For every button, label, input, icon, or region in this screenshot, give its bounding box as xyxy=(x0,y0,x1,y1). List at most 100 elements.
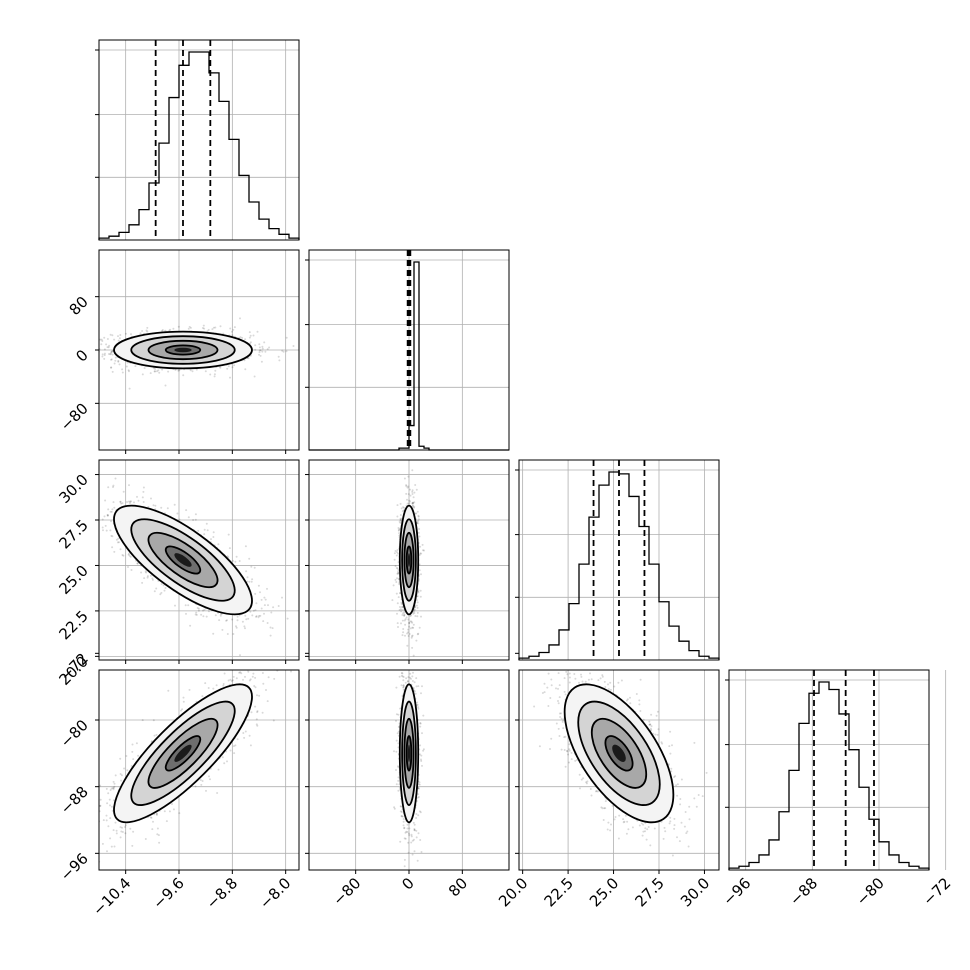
scatter-point xyxy=(264,598,267,601)
scatter-point xyxy=(112,501,115,504)
scatter-point xyxy=(233,364,236,367)
scatter-point xyxy=(281,596,283,599)
scatter-point xyxy=(244,627,246,630)
scatter-point xyxy=(153,590,156,593)
scatter-point xyxy=(413,612,416,614)
scatter-point xyxy=(281,349,284,352)
scatter-point xyxy=(415,604,418,607)
scatter-point xyxy=(113,338,116,341)
scatter-point xyxy=(411,502,414,505)
scatter-point xyxy=(258,349,261,352)
scatter-point xyxy=(106,513,109,516)
scatter-point xyxy=(107,346,110,349)
scatter-point xyxy=(114,359,117,362)
scatter-point xyxy=(71,368,73,370)
scatter-point xyxy=(397,529,400,532)
scatter-point xyxy=(127,369,130,372)
scatter-point xyxy=(270,611,273,614)
scatter-point xyxy=(416,615,419,618)
scatter-point xyxy=(189,624,192,627)
scatter-point xyxy=(129,500,132,503)
density-peak xyxy=(407,553,411,567)
scatter-point xyxy=(400,507,403,510)
scatter-point xyxy=(161,329,163,332)
scatter-point xyxy=(137,499,140,502)
scatter-point xyxy=(188,325,191,328)
scatter-point xyxy=(139,332,142,335)
scatter-point xyxy=(413,608,416,611)
scatter-point xyxy=(154,368,157,370)
scatter-point xyxy=(187,604,190,607)
scatter-point xyxy=(221,628,224,631)
scatter-point xyxy=(412,626,415,629)
scatter-point xyxy=(111,546,114,549)
scatter-point xyxy=(235,555,238,558)
scatter-point xyxy=(212,632,215,635)
scatter-point xyxy=(403,506,406,509)
scatter-point xyxy=(152,367,155,370)
scatter-point xyxy=(272,606,275,609)
scatter-point xyxy=(417,591,420,594)
scatter-point xyxy=(101,355,104,358)
hist-panel-p1-frame xyxy=(308,249,510,451)
scatter-point xyxy=(412,504,414,507)
scatter-point xyxy=(226,619,228,622)
scatter-point xyxy=(247,357,250,360)
scatter-point xyxy=(90,350,92,352)
scatter-point xyxy=(259,349,262,352)
scatter-point xyxy=(143,367,146,370)
scatter-point xyxy=(259,354,262,357)
scatter-point xyxy=(401,608,404,611)
scatter-point xyxy=(87,489,89,491)
scatter-point xyxy=(110,510,113,513)
histogram-p0 xyxy=(98,51,300,240)
scatter-point xyxy=(244,338,247,341)
scatter-point xyxy=(398,609,401,611)
scatter-point xyxy=(108,353,110,355)
scatter-point xyxy=(101,353,104,356)
scatter-point xyxy=(397,569,400,572)
scatter-point xyxy=(393,552,396,555)
scatter-point xyxy=(202,615,205,618)
scatter-point xyxy=(103,336,106,339)
scatter-point xyxy=(133,501,135,504)
scatter-point xyxy=(404,618,407,621)
scatter-point xyxy=(117,359,120,362)
scatter-point xyxy=(414,512,417,515)
scatter-point xyxy=(128,484,130,487)
scatter-point xyxy=(177,325,180,328)
scatter-point xyxy=(103,354,106,357)
scatter-point xyxy=(263,612,265,615)
scatter-point xyxy=(258,351,261,354)
scatter-point xyxy=(121,554,124,556)
scatter-point xyxy=(103,352,106,355)
scatter-point xyxy=(117,339,120,342)
scatter-point xyxy=(254,348,257,351)
hist-panel-p2 xyxy=(515,459,720,661)
scatter-point xyxy=(403,614,406,617)
scatter-point xyxy=(115,538,118,541)
scatter-point xyxy=(99,338,102,341)
scatter-point xyxy=(105,529,108,532)
scatter-point xyxy=(396,612,398,615)
scatter-point xyxy=(257,616,260,619)
scatter-point xyxy=(418,626,421,629)
scatter-point xyxy=(116,541,119,544)
scatter-point xyxy=(89,525,91,527)
scatter-point xyxy=(124,332,127,335)
scatter-point xyxy=(416,521,419,524)
scatter-point xyxy=(238,560,241,562)
scatter-point xyxy=(393,558,396,561)
scatter-point xyxy=(244,368,247,371)
scatter-point xyxy=(231,334,234,337)
scatter-point xyxy=(244,545,247,548)
scatter-point xyxy=(262,620,265,623)
scatter-point xyxy=(143,577,146,580)
scatter-point xyxy=(420,573,422,576)
scatter-point xyxy=(415,599,418,602)
scatter-point xyxy=(196,607,199,609)
scatter-point xyxy=(256,330,259,333)
scatter-point xyxy=(113,362,116,365)
scatter-point xyxy=(258,346,261,349)
scatter-point xyxy=(127,566,129,568)
